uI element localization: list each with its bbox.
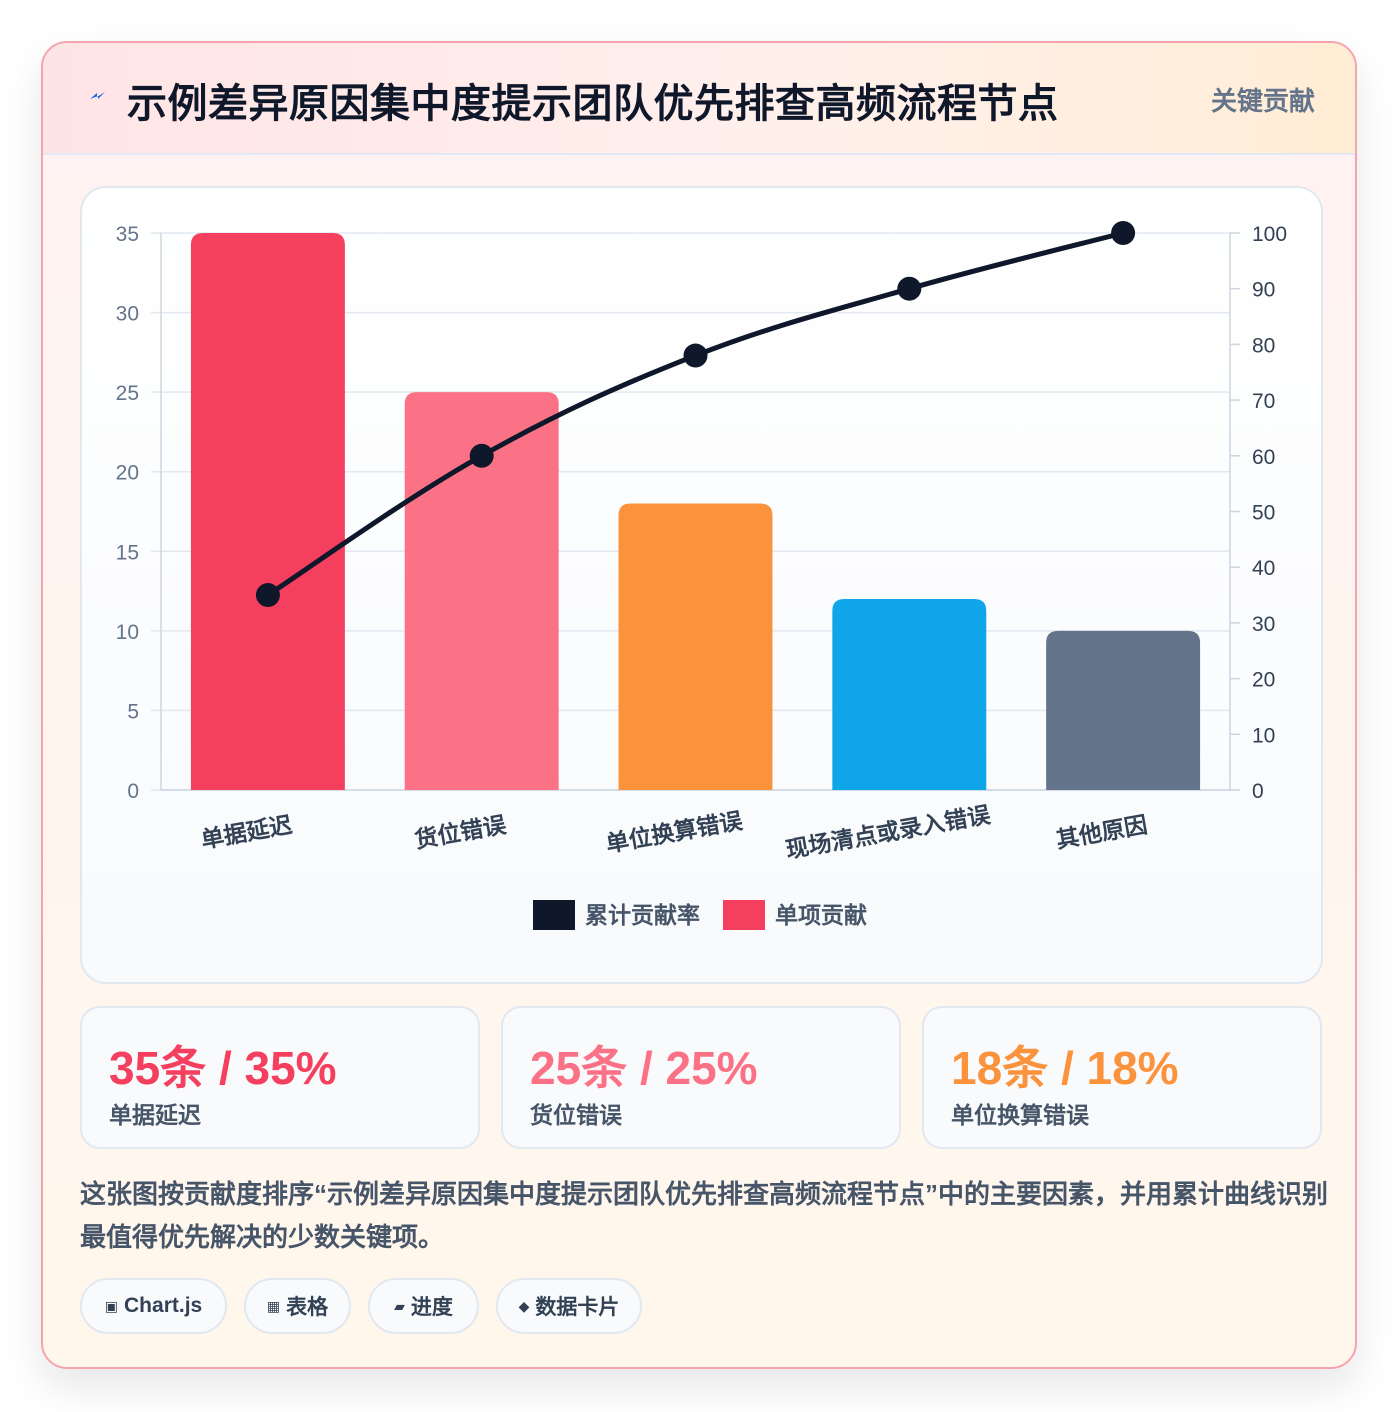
cumulative-point	[897, 276, 922, 301]
y-tick-label-left: 5	[127, 700, 139, 723]
page-title: 示例差异原因集中度提示团队优先排查高频流程节点	[127, 82, 1059, 126]
stat-label: 单位换算错误	[951, 1102, 1089, 1128]
cumulative-point	[683, 343, 708, 368]
x-tick-label: 单据延迟	[199, 811, 294, 853]
bar	[404, 392, 559, 790]
stat-label: 货位错误	[530, 1102, 622, 1128]
stat-card: 18条 / 18% 单位换算错误	[922, 1006, 1322, 1149]
tag-list: ▣ Chart.js ▦ 表格 ▰ 进度 ◆ 数据卡片	[80, 1278, 1320, 1336]
tag-label: 进度	[410, 1296, 453, 1319]
chart-panel: 0 5 10 15 20 25 30 35 0 10 20 30 40 50 60 70 80 90 100 单据延迟…	[80, 186, 1323, 984]
card-header: 示例差异原因集中度提示团队优先排查高频流程节点 关键贡献	[43, 43, 1355, 155]
legend-swatch	[533, 900, 575, 930]
tag-label: Chart.js	[124, 1294, 203, 1317]
tag-progress[interactable]: ▰ 进度	[368, 1278, 479, 1334]
y-tick-label-left: 10	[116, 621, 139, 644]
stat-value: 25条 / 25%	[530, 1042, 758, 1094]
x-tick-label: 单位换算错误	[604, 807, 745, 857]
legend-swatch	[723, 900, 765, 930]
y-tick-label-right: 30	[1252, 613, 1275, 636]
progress-icon: ▰	[394, 1297, 405, 1314]
tag-data-card[interactable]: ◆ 数据卡片	[496, 1278, 642, 1334]
cumulative-point	[255, 583, 280, 608]
y-tick-label-right: 80	[1252, 334, 1275, 357]
stat-card: 25条 / 25% 货位错误	[501, 1006, 901, 1149]
chart-card: 示例差异原因集中度提示团队优先排查高频流程节点 关键贡献 0 5 10 15 20 25 3…	[41, 41, 1357, 1369]
cumulative-point	[469, 443, 494, 468]
y-tick-label-right: 10	[1252, 724, 1275, 747]
stat-card: 35条 / 35% 单据延迟	[80, 1006, 480, 1149]
stat-cards: 35条 / 35% 单据延迟 25条 / 25% 货位错误 18条 / 18% …	[80, 1006, 1323, 1149]
y-tick-label-right: 50	[1252, 502, 1275, 525]
tag-table[interactable]: ▦ 表格	[244, 1278, 351, 1334]
y-tick-label-left: 35	[116, 223, 139, 246]
y-tick-label-left: 15	[116, 541, 139, 564]
y-tick-label-left: 0	[127, 780, 139, 803]
bar	[832, 599, 987, 790]
y-tick-label-right: 90	[1252, 279, 1275, 302]
x-tick-label: 其他原因	[1054, 811, 1149, 853]
y-tick-label-right: 60	[1252, 446, 1275, 469]
bar	[1046, 630, 1201, 790]
y-tick-label-left: 25	[116, 382, 139, 405]
stat-label: 单据延迟	[109, 1102, 201, 1128]
y-tick-label-left: 30	[116, 303, 139, 326]
header-badge: 关键贡献	[1210, 86, 1315, 116]
square-icon: ▣	[104, 1297, 119, 1314]
tag-chartjs[interactable]: ▣ Chart.js	[80, 1278, 227, 1334]
stat-value: 35条 / 35%	[109, 1042, 337, 1094]
x-tick-label: 现场清点或录入错误	[784, 801, 993, 863]
legend-label: 累计贡献率	[585, 902, 700, 928]
lightning-icon	[90, 92, 105, 99]
x-tick-label: 货位错误	[413, 811, 509, 853]
diamond-icon: ◆	[518, 1297, 530, 1314]
cumulative-point	[1111, 221, 1136, 245]
legend-label: 单项贡献	[775, 902, 867, 928]
y-tick-label-right: 0	[1252, 780, 1264, 803]
bar	[618, 503, 773, 790]
grid-icon: ▦	[266, 1297, 281, 1314]
y-tick-label-right: 20	[1252, 669, 1275, 692]
tag-label: 表格	[286, 1296, 329, 1319]
y-tick-label-left: 20	[116, 462, 139, 485]
pareto-chart: 0 5 10 15 20 25 30 35 0 10 20 30 40 50 60 70 80 90 100 单据延迟…	[116, 221, 1287, 930]
bar	[190, 233, 345, 790]
chart-description: 这张图按贡献度排序“示例差异原因集中度提示团队优先排查高频流程节点”中的主要因素…	[80, 1179, 1329, 1252]
y-tick-label-right: 70	[1252, 390, 1275, 413]
y-tick-label-right: 40	[1252, 557, 1275, 580]
tag-label: 数据卡片	[535, 1296, 620, 1319]
y-tick-label-right: 100	[1252, 223, 1287, 246]
stat-value: 18条 / 18%	[951, 1042, 1179, 1094]
